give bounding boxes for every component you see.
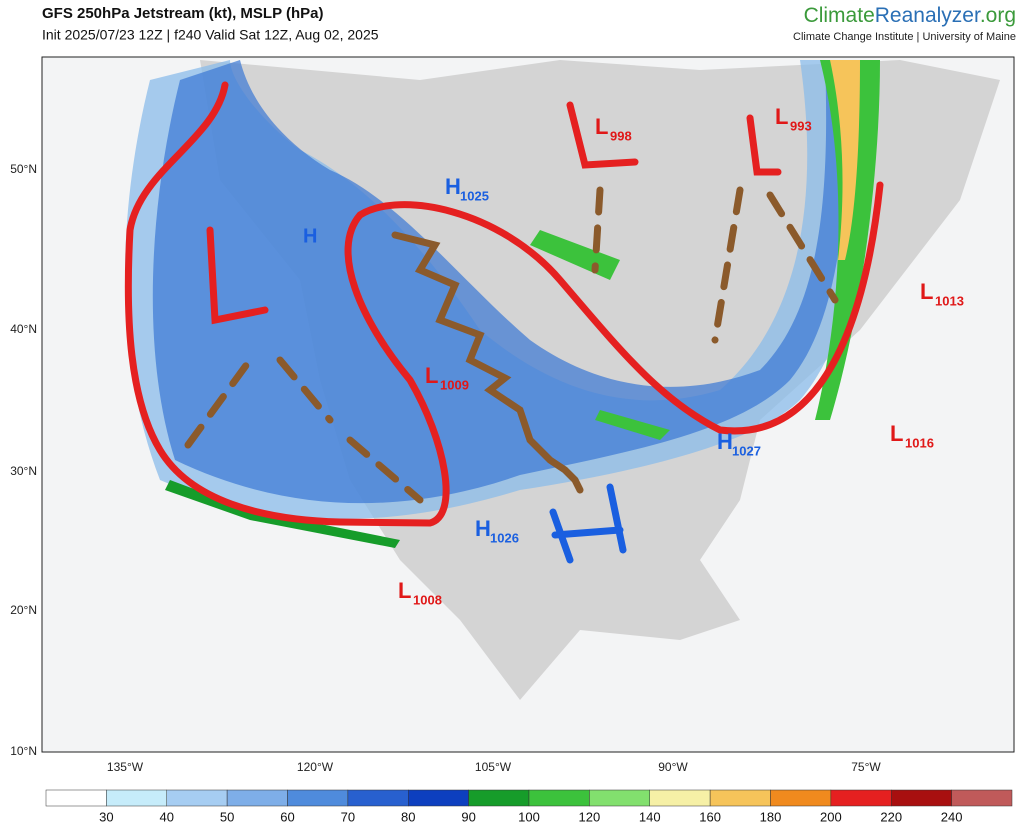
pressure-letter: L	[425, 363, 438, 388]
lon-label: 75°W	[851, 760, 881, 774]
ridge-axis	[391, 231, 584, 494]
pressure-letter: L	[398, 578, 411, 603]
jet-max	[530, 230, 670, 440]
lat-label: 10°N	[10, 744, 37, 758]
pressure-letter: L	[920, 279, 933, 304]
pressure-letter: H	[717, 429, 733, 454]
title: GFS 250hPa Jetstream (kt), MSLP (hPa)	[42, 5, 323, 22]
pressure-value: 998	[610, 128, 632, 143]
colorbar-swatch	[106, 789, 167, 807]
pressure-value: 1027	[732, 443, 761, 458]
high-letter: H	[303, 225, 317, 247]
annotations	[124, 81, 884, 564]
colorbar-label: 90	[461, 809, 475, 824]
colorbar-label: 240	[941, 809, 963, 824]
colorbar-label: 80	[401, 809, 415, 824]
colorbar-swatch	[770, 789, 832, 807]
colorbar-label: 120	[579, 809, 601, 824]
colorbar-swatch	[287, 789, 349, 807]
colorbar-swatch	[830, 789, 892, 807]
lon-label: 135°W	[107, 760, 144, 774]
jet-max	[830, 60, 860, 260]
pressure-letter: H	[475, 516, 491, 541]
brand-part: Reanalyzer	[875, 4, 981, 27]
lat-label: 40°N	[10, 322, 37, 336]
lon-label: 120°W	[297, 760, 334, 774]
pressure-value: 1016	[905, 435, 934, 450]
colorbar-swatch	[45, 789, 107, 807]
colorbar-label: 140	[639, 809, 661, 824]
colorbar-swatch	[347, 789, 409, 807]
colorbar-label: 60	[280, 809, 294, 824]
colorbar-swatch	[951, 789, 1013, 807]
lat-label: 30°N	[10, 464, 37, 478]
brand: ClimateReanalyzer.org	[804, 4, 1016, 27]
colorbar-label: 70	[341, 809, 355, 824]
colorbar-swatch	[408, 789, 469, 807]
lat-label: 20°N	[10, 603, 37, 617]
colorbar-label: 40	[160, 809, 174, 824]
brand-part: .org	[980, 4, 1016, 27]
colorbar-swatch	[891, 789, 952, 807]
pressure-value: 1009	[440, 377, 469, 392]
colorbar-swatch	[166, 789, 228, 807]
lon-label: 105°W	[475, 760, 512, 774]
colorbar-swatch	[709, 789, 771, 807]
pressure-letter: H	[445, 174, 461, 199]
jet-max	[165, 480, 400, 548]
colorbar-label: 200	[820, 809, 842, 824]
pressure-value: 1008	[413, 592, 442, 607]
pressure-value: 1026	[490, 530, 519, 545]
colorbar-swatch	[589, 789, 650, 807]
brand-part: Climate	[804, 4, 875, 27]
trough-ridge-line	[124, 81, 884, 527]
pressure-letter: L	[775, 104, 788, 129]
colorbar-swatch	[649, 789, 711, 807]
colorbar-swatch	[468, 789, 530, 807]
pressure-value: 1013	[935, 293, 964, 308]
pressure-letter: L	[595, 114, 608, 139]
pressure-value: 993	[790, 118, 812, 133]
pressure-value: 1025	[460, 188, 489, 203]
colorbar-label: 30	[99, 809, 113, 824]
colorbar-swatch	[226, 789, 288, 807]
low-mark	[206, 101, 782, 325]
lon-label: 90°W	[658, 760, 688, 774]
colorbar-label: 100	[518, 809, 540, 824]
colorbar-label: 180	[760, 809, 782, 824]
colorbar-swatch	[528, 789, 590, 807]
trough-axis	[184, 186, 839, 504]
pressure-letter: L	[890, 421, 903, 446]
colorbar-label: 160	[699, 809, 721, 824]
subtitle: Init 2025/07/23 12Z | f240 Valid Sat 12Z…	[42, 27, 379, 43]
high-mark	[549, 483, 627, 564]
lat-label: 50°N	[10, 162, 37, 176]
jet-core	[152, 60, 851, 504]
institution: Climate Change Institute | University of…	[793, 31, 1016, 43]
colorbar-label: 220	[880, 809, 902, 824]
colorbar-label: 50	[220, 809, 234, 824]
